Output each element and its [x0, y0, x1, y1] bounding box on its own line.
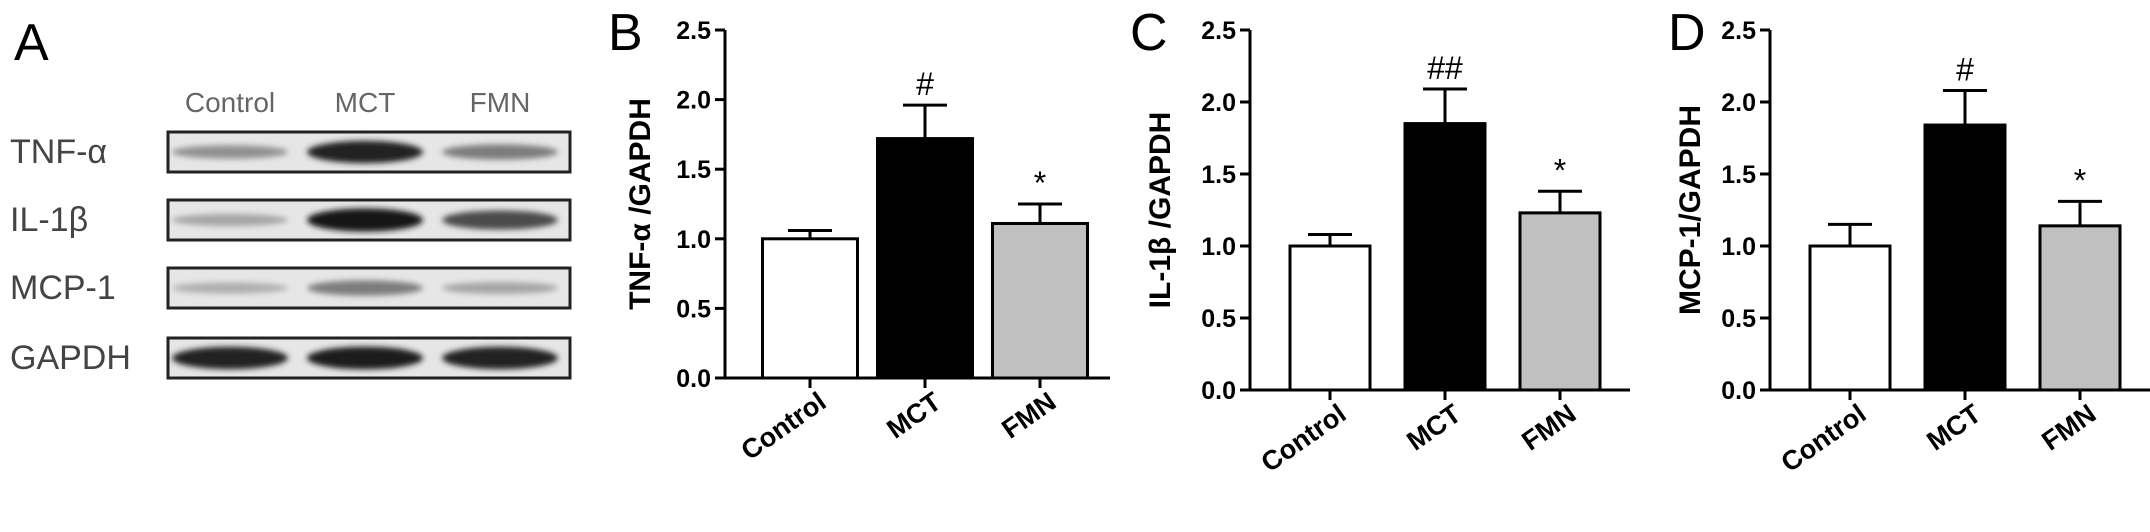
bar-mct: [1403, 122, 1487, 392]
y-tick-label: 0.5: [676, 295, 711, 323]
y-tick-label: 1.5: [1721, 161, 1756, 189]
blot-band: [307, 208, 423, 232]
western-blot-panel: A Control MCT FMN TNF-α IL-1β MCP-1 GAPDH: [10, 14, 572, 380]
bar-chart-panels: B 0.0 0.5 1.0 1.5 2.0 2.5 TNF-α /GAPDH Control # M…: [608, 4, 2150, 478]
bar-fmn: [1518, 211, 1602, 392]
significance-marker: ##: [1427, 50, 1463, 86]
y-tick-label: 0.0: [1721, 377, 1756, 405]
bar-mct: [1923, 123, 2007, 392]
significance-marker: #: [916, 66, 934, 102]
y-tick-label: 2.5: [1721, 17, 1756, 45]
panel-letter-d: D: [1668, 4, 1706, 62]
protein-label: IL-1β: [10, 201, 88, 239]
y-tick-label: 1.0: [676, 226, 711, 254]
category-label-control: Control: [1256, 398, 1352, 478]
category-label-control: Control: [736, 386, 832, 466]
category-label-fmn: FMN: [2036, 398, 2101, 456]
bar-fmn: [991, 221, 1089, 380]
chart-panel-b: B 0.0 0.5 1.0 1.5 2.0 2.5 TNF-α /GAPDH Control # M…: [608, 4, 1110, 466]
y-tick-label: 0.0: [1201, 377, 1236, 405]
blot-band: [442, 210, 558, 230]
lane-label: Control: [185, 87, 275, 118]
blot-band: [172, 346, 288, 370]
y-tick-label: 1.5: [1201, 161, 1236, 189]
lane-label: FMN: [470, 87, 531, 118]
panel-letter-b: B: [608, 4, 643, 62]
y-tick-label: 2.0: [1201, 89, 1236, 117]
bar-mct: [876, 137, 974, 380]
y-tick-label: 0.0: [676, 365, 711, 393]
category-label-mct: MCT: [1401, 398, 1467, 456]
y-tick-label: 1.5: [676, 156, 711, 184]
protein-label: GAPDH: [10, 339, 131, 377]
significance-marker: #: [1956, 51, 1974, 87]
category-label-control: Control: [1776, 398, 1872, 478]
blot-band: [307, 140, 423, 164]
blot-band: [442, 282, 558, 294]
bar-control: [1808, 244, 1892, 392]
chart-panel-d: D 0.0 0.5 1.0 1.5 2.0 2.5 MCP-1/GAPDH Control # MC…: [1668, 4, 2150, 478]
y-tick-label: 2.5: [676, 17, 711, 45]
category-label-mct: MCT: [881, 386, 947, 444]
y-axis-label: IL-1β /GAPDH: [1144, 112, 1177, 309]
significance-marker: *: [1034, 165, 1046, 201]
blot-band: [307, 280, 423, 296]
protein-label: TNF-α: [10, 133, 107, 171]
y-axis-label: TNF-α /GAPDH: [624, 98, 657, 310]
category-label-mct: MCT: [1921, 398, 1987, 456]
blot-band: [307, 346, 423, 370]
panel-letter-a: A: [14, 14, 49, 72]
y-tick-label: 2.0: [676, 87, 711, 115]
y-axis-label: MCP-1/GAPDH: [1674, 105, 1707, 315]
chart-panel-c: C 0.0 0.5 1.0 1.5 2.0 2.5 IL-1β /GAPDH Control ##…: [1130, 4, 1630, 478]
lane-label: MCT: [335, 87, 396, 118]
category-label-fmn: FMN: [996, 386, 1061, 444]
protein-label: MCP-1: [10, 269, 116, 307]
blot-band: [442, 346, 558, 370]
y-tick-label: 2.5: [1201, 17, 1236, 45]
significance-marker: *: [1554, 152, 1566, 188]
y-tick-label: 0.5: [1201, 305, 1236, 333]
blot-band: [442, 144, 558, 160]
y-tick-label: 0.5: [1721, 305, 1756, 333]
bar-control: [1288, 244, 1372, 392]
y-tick-label: 1.0: [1201, 233, 1236, 261]
significance-marker: *: [2074, 162, 2086, 198]
y-tick-label: 2.0: [1721, 89, 1756, 117]
panel-letter-c: C: [1130, 4, 1168, 62]
bar-control: [761, 237, 859, 380]
blot-band: [172, 282, 288, 294]
bar-fmn: [2038, 224, 2122, 392]
category-label-fmn: FMN: [1516, 398, 1581, 456]
y-tick-label: 1.0: [1721, 233, 1756, 261]
blot-band: [172, 145, 288, 159]
blot-band: [172, 214, 288, 226]
